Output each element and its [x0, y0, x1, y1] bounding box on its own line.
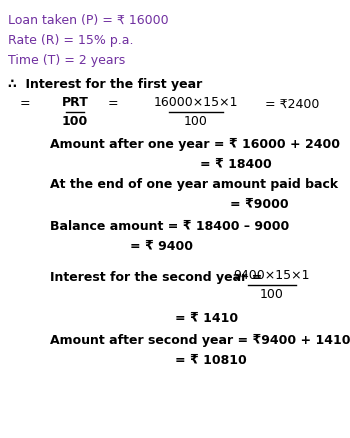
Text: PRT: PRT [62, 96, 89, 109]
Text: 16000×15×1: 16000×15×1 [154, 96, 238, 109]
Text: =: = [20, 98, 31, 110]
Text: Loan taken (P) = ₹ 16000: Loan taken (P) = ₹ 16000 [8, 14, 169, 27]
Text: Time (T) = 2 years: Time (T) = 2 years [8, 54, 125, 67]
Text: Interest for the second year =: Interest for the second year = [50, 272, 262, 285]
Text: = ₹ 1410: = ₹ 1410 [175, 312, 238, 325]
Text: = ₹ 10810: = ₹ 10810 [175, 354, 247, 367]
Text: 100: 100 [260, 288, 284, 301]
Text: Rate (R) = 15% p.a.: Rate (R) = 15% p.a. [8, 34, 133, 47]
Text: 100: 100 [62, 115, 88, 128]
Text: = ₹ 9400: = ₹ 9400 [130, 240, 193, 253]
Text: Amount after one year = ₹ 16000 + 2400: Amount after one year = ₹ 16000 + 2400 [50, 138, 340, 151]
Text: 100: 100 [184, 115, 208, 128]
Text: =: = [108, 98, 119, 110]
Text: = ₹9000: = ₹9000 [230, 198, 289, 211]
Text: = ₹2400: = ₹2400 [265, 98, 319, 110]
Text: = ₹ 18400: = ₹ 18400 [200, 158, 272, 171]
Text: Balance amount = ₹ 18400 – 9000: Balance amount = ₹ 18400 – 9000 [50, 220, 289, 233]
Text: Amount after second year = ₹9400 + 1410: Amount after second year = ₹9400 + 1410 [50, 334, 350, 347]
Text: At the end of one year amount paid back: At the end of one year amount paid back [50, 178, 338, 191]
Text: 9400×15×1: 9400×15×1 [234, 269, 310, 282]
Text: ∴  Interest for the first year: ∴ Interest for the first year [8, 78, 202, 91]
